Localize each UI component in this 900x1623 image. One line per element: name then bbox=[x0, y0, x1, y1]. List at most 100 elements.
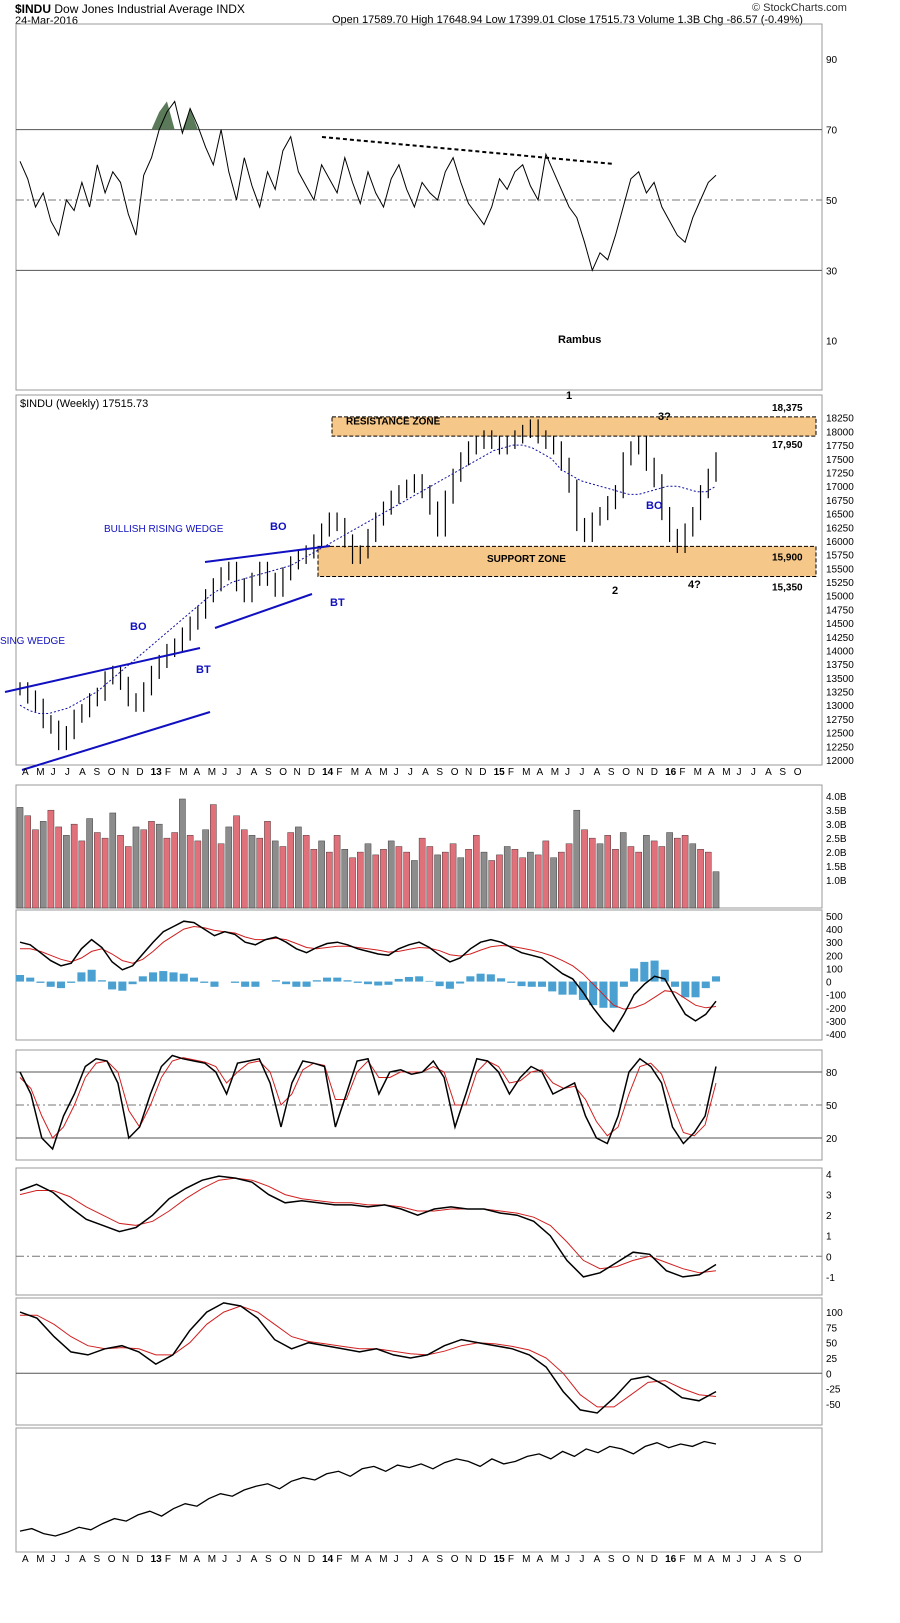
x-tick: J bbox=[51, 767, 56, 778]
volume-bar bbox=[589, 837, 596, 909]
x-tick: 14 bbox=[322, 1554, 334, 1565]
macd-histogram-bar bbox=[149, 972, 158, 982]
x-tick: A bbox=[365, 1554, 372, 1565]
osc2-tick: 100 bbox=[826, 1308, 843, 1319]
x-tick: O bbox=[108, 1554, 116, 1565]
x-tick: A bbox=[594, 767, 601, 778]
relative-line bbox=[19, 1440, 717, 1537]
x-tick: N bbox=[465, 767, 472, 778]
macd-histogram-bar bbox=[445, 981, 454, 989]
volume-bar bbox=[94, 832, 101, 909]
volume-bar bbox=[117, 835, 124, 909]
wedge-line bbox=[214, 593, 313, 629]
volume-bar bbox=[132, 826, 140, 909]
x-tick: A bbox=[765, 767, 772, 778]
price-tick: 12500 bbox=[826, 729, 854, 740]
brand-logo: © StockCharts.com bbox=[752, 2, 847, 14]
x-tick: S bbox=[265, 1554, 272, 1565]
volume-tick: 4.0B bbox=[826, 792, 847, 803]
osc1-tick: 2 bbox=[826, 1211, 832, 1222]
x-tick: S bbox=[608, 767, 615, 778]
level-label: 17,950 bbox=[772, 440, 803, 451]
volume-tick: 2.0B bbox=[826, 848, 847, 859]
osc2-tick: 0 bbox=[826, 1369, 832, 1380]
volume-bar bbox=[318, 840, 325, 909]
osc2-signal bbox=[20, 1305, 717, 1408]
x-tick: O bbox=[794, 1554, 802, 1565]
annotation: 3? bbox=[658, 411, 671, 423]
rsi-tick: 30 bbox=[826, 266, 838, 277]
price-tick: 17500 bbox=[826, 455, 854, 466]
wedge-line bbox=[21, 711, 211, 771]
price-tick: 14250 bbox=[826, 633, 854, 644]
volume-bar bbox=[55, 826, 62, 909]
x-tick: M bbox=[379, 767, 387, 778]
volume-bar bbox=[426, 846, 434, 909]
macd-histogram-bar bbox=[507, 981, 516, 983]
volume-bar bbox=[101, 837, 109, 909]
volume-bar bbox=[16, 807, 24, 909]
x-tick: A bbox=[594, 1554, 601, 1565]
volume-bar bbox=[233, 815, 240, 909]
x-tick: S bbox=[779, 1554, 786, 1565]
macd-histogram-bar bbox=[578, 981, 587, 1000]
macd-histogram-bar bbox=[87, 969, 96, 982]
volume-tick: 3.0B bbox=[826, 820, 847, 831]
x-tick: S bbox=[779, 767, 786, 778]
price-tick: 13500 bbox=[826, 674, 854, 685]
macd-histogram-bar bbox=[568, 981, 577, 995]
x-tick: A bbox=[79, 1554, 86, 1565]
x-tick: M bbox=[551, 767, 559, 778]
macd-histogram-bar bbox=[189, 977, 199, 982]
stoch-k bbox=[19, 1054, 717, 1151]
volume-bar bbox=[372, 854, 379, 909]
volume-bar bbox=[39, 821, 47, 909]
osc2-line bbox=[19, 1302, 717, 1414]
osc2-panel bbox=[15, 1297, 823, 1426]
osc1-panel bbox=[15, 1167, 823, 1296]
volume-tick: 1.5B bbox=[826, 862, 847, 873]
osc1-tick: 1 bbox=[826, 1232, 832, 1243]
osc1-signal bbox=[19, 1177, 717, 1274]
x-tick: J bbox=[579, 767, 584, 778]
macd-histogram-bar bbox=[118, 981, 127, 991]
volume-bar bbox=[434, 854, 441, 909]
annotation: 4? bbox=[688, 579, 701, 591]
volume-bar bbox=[248, 835, 256, 909]
x-tick: 16 bbox=[665, 767, 677, 778]
price-tick: 17750 bbox=[826, 441, 854, 452]
volume-bar bbox=[550, 857, 557, 909]
volume-bar bbox=[627, 846, 635, 909]
macd-histogram-bar bbox=[282, 981, 291, 985]
volume-bar bbox=[403, 851, 410, 909]
volume-bar bbox=[217, 843, 225, 909]
macd-histogram-bar bbox=[128, 981, 137, 985]
x-tick: J bbox=[751, 1554, 756, 1565]
x-tick: M bbox=[694, 767, 702, 778]
osc1-tick: -1 bbox=[826, 1273, 835, 1284]
volume-bar bbox=[488, 860, 495, 909]
annotation: BT bbox=[196, 664, 211, 676]
x-tick: J bbox=[51, 1554, 56, 1565]
volume-bar bbox=[666, 832, 673, 909]
price-tick: 18000 bbox=[826, 427, 854, 438]
volume-bar bbox=[210, 804, 217, 909]
volume-bar bbox=[542, 840, 550, 909]
price-tick: 16000 bbox=[826, 537, 854, 548]
volume-bar bbox=[674, 837, 681, 909]
volume-bar bbox=[186, 835, 194, 909]
macd-histogram-bar bbox=[548, 981, 557, 992]
osc1-tick: 3 bbox=[826, 1191, 832, 1202]
volume-bar bbox=[256, 837, 263, 909]
macd-histogram-bar bbox=[660, 969, 669, 982]
x-tick: N bbox=[122, 1554, 129, 1565]
price-tick: 15750 bbox=[826, 551, 854, 562]
moving-average bbox=[19, 444, 717, 714]
symbol: $INDU bbox=[15, 2, 52, 16]
osc1-line bbox=[19, 1175, 717, 1278]
x-tick: D bbox=[308, 767, 315, 778]
support-zone-label: SUPPORT ZONE bbox=[487, 554, 566, 565]
macd-tick: 300 bbox=[826, 938, 843, 949]
macd-histogram-bar bbox=[46, 981, 55, 987]
